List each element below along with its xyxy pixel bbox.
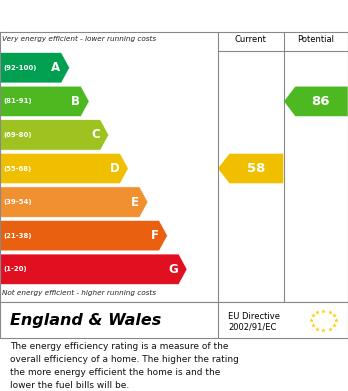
Text: (81-91): (81-91) — [3, 99, 32, 104]
Text: G: G — [168, 263, 178, 276]
Text: A: A — [52, 61, 61, 74]
Text: (69-80): (69-80) — [3, 132, 32, 138]
Text: (1-20): (1-20) — [3, 266, 27, 272]
Polygon shape — [0, 187, 148, 217]
Text: EU Directive: EU Directive — [228, 312, 280, 321]
Text: Energy Efficiency Rating: Energy Efficiency Rating — [10, 9, 213, 23]
Text: Current: Current — [235, 35, 267, 44]
Polygon shape — [284, 86, 348, 117]
Text: C: C — [91, 128, 100, 142]
Text: E: E — [131, 196, 139, 208]
Polygon shape — [0, 153, 128, 184]
Polygon shape — [0, 254, 187, 284]
Text: F: F — [150, 229, 158, 242]
Text: (39-54): (39-54) — [3, 199, 32, 205]
Polygon shape — [0, 53, 70, 83]
Text: 58: 58 — [247, 162, 265, 175]
Text: (55-68): (55-68) — [3, 165, 32, 172]
Text: 86: 86 — [312, 95, 330, 108]
Polygon shape — [0, 221, 167, 251]
Text: D: D — [110, 162, 119, 175]
Text: The energy efficiency rating is a measure of the
overall efficiency of a home. T: The energy efficiency rating is a measur… — [10, 343, 239, 390]
Text: B: B — [71, 95, 80, 108]
Text: Not energy efficient - higher running costs: Not energy efficient - higher running co… — [2, 290, 156, 296]
Text: England & Wales: England & Wales — [10, 313, 162, 328]
Polygon shape — [0, 86, 89, 117]
Text: 2002/91/EC: 2002/91/EC — [228, 323, 276, 332]
Text: (21-38): (21-38) — [3, 233, 32, 239]
Text: Very energy efficient - lower running costs: Very energy efficient - lower running co… — [2, 36, 156, 42]
Text: Potential: Potential — [297, 35, 334, 44]
Text: (92-100): (92-100) — [3, 65, 37, 71]
Polygon shape — [218, 153, 284, 184]
Polygon shape — [0, 120, 109, 150]
